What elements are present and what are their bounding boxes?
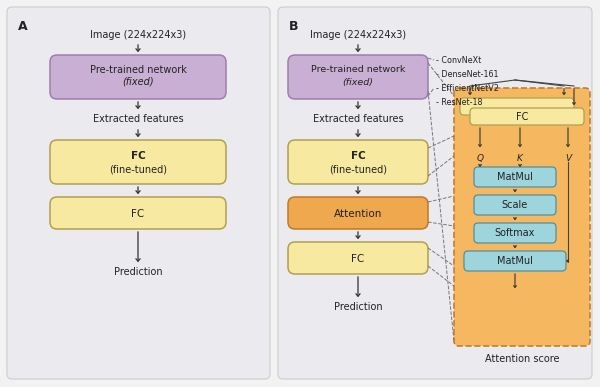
Text: FC: FC: [131, 209, 145, 219]
Text: FC: FC: [131, 151, 145, 161]
FancyBboxPatch shape: [288, 242, 428, 274]
FancyBboxPatch shape: [474, 167, 556, 187]
FancyBboxPatch shape: [50, 55, 226, 99]
FancyBboxPatch shape: [288, 197, 428, 229]
Text: Extracted features: Extracted features: [313, 114, 403, 124]
Text: V: V: [565, 154, 571, 163]
Text: (fine-tuned): (fine-tuned): [109, 164, 167, 174]
Text: Q: Q: [476, 154, 484, 163]
Text: A: A: [18, 20, 28, 33]
Text: Prediction: Prediction: [113, 267, 163, 277]
FancyBboxPatch shape: [460, 98, 574, 115]
Text: MatMul: MatMul: [497, 256, 533, 266]
Text: Image (224x224x3): Image (224x224x3): [310, 30, 406, 40]
Text: B: B: [289, 20, 299, 33]
Text: Extracted features: Extracted features: [92, 114, 184, 124]
Text: (fine-tuned): (fine-tuned): [329, 164, 387, 174]
Text: (fixed): (fixed): [343, 77, 373, 87]
Text: FC: FC: [516, 111, 528, 122]
FancyBboxPatch shape: [278, 7, 592, 379]
Text: MatMul: MatMul: [497, 172, 533, 182]
FancyBboxPatch shape: [50, 140, 226, 184]
Text: Scale: Scale: [502, 200, 528, 210]
FancyBboxPatch shape: [50, 197, 226, 229]
Text: Pre-trained network: Pre-trained network: [89, 65, 187, 75]
FancyBboxPatch shape: [474, 223, 556, 243]
FancyBboxPatch shape: [474, 195, 556, 215]
FancyBboxPatch shape: [464, 251, 566, 271]
Text: (fixed): (fixed): [122, 77, 154, 87]
Text: Attention: Attention: [334, 209, 382, 219]
Text: Pre-trained network: Pre-trained network: [311, 65, 405, 75]
FancyBboxPatch shape: [288, 55, 428, 99]
FancyBboxPatch shape: [454, 88, 590, 346]
Text: Softmax: Softmax: [495, 228, 535, 238]
Text: K: K: [517, 154, 523, 163]
Text: FC: FC: [352, 254, 365, 264]
FancyBboxPatch shape: [470, 108, 584, 125]
Text: Image (224x224x3): Image (224x224x3): [90, 30, 186, 40]
Text: Prediction: Prediction: [334, 302, 382, 312]
Text: Attention score: Attention score: [485, 354, 559, 364]
FancyBboxPatch shape: [7, 7, 270, 379]
Text: - ConvNeXt
- DenseNet-161
- EfficientNetV2
- ResNet-18: - ConvNeXt - DenseNet-161 - EfficientNet…: [436, 56, 499, 107]
FancyBboxPatch shape: [288, 140, 428, 184]
Text: FC: FC: [350, 151, 365, 161]
